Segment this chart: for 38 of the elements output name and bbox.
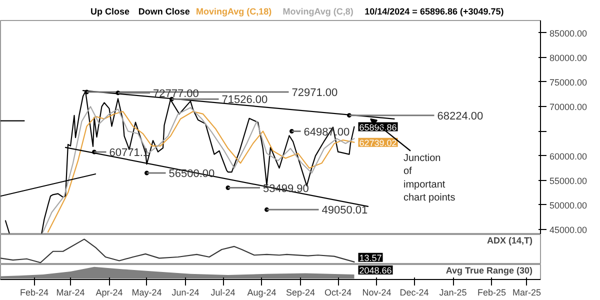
x-tick-label: Sep-24	[286, 288, 316, 298]
y-tick-label: 55000.00	[550, 176, 588, 186]
annotation: 68224.00	[437, 110, 484, 122]
annotation: 71526.00	[222, 94, 268, 106]
annotation: 13.57	[359, 252, 382, 263]
x-tick-label: Jan-25	[439, 288, 467, 298]
x-tick-label: Nov-24	[362, 288, 392, 298]
x-tick-label: Apr-24	[96, 288, 123, 298]
x-tick-label: Feb-24	[20, 288, 49, 298]
x-tick-label: Mar-25	[512, 288, 542, 298]
data-label: 62739.02	[359, 138, 397, 148]
x-tick-label: Jun-24	[172, 288, 200, 298]
y-tick-label: 85000.00	[550, 28, 588, 38]
annotation: 2048.66	[359, 265, 392, 276]
text: Up Close	[90, 6, 130, 16]
text: MovingAvg (C,8)	[282, 6, 354, 16]
x-tick-label: Mar-24	[56, 288, 85, 298]
x-tick-label: Dec-24	[400, 288, 429, 298]
y-tick-label: 45000.00	[550, 225, 588, 236]
annotation: 49050.01	[322, 204, 368, 217]
y-tick-label: 60000.00	[550, 151, 588, 162]
text: MovingAvg (C,18)	[196, 6, 272, 16]
data-label: 65896.86	[359, 122, 397, 132]
chart-title: Avg True Range (30)	[446, 266, 533, 276]
x-tick-label: Oct-24	[324, 288, 352, 298]
text: Down Close	[138, 6, 190, 16]
y-tick-label: 75000.00	[550, 77, 588, 88]
x-tick-label: Feb-25	[477, 288, 506, 298]
y-tick-label: 70000.00	[550, 102, 588, 112]
x-tick-label: Jul-24	[210, 288, 236, 298]
chart-title: ADX (14,T)	[486, 236, 533, 246]
chart-subtitle: 10/14/2024 = 65896.86 (+3049.75)	[364, 6, 504, 16]
y-tick-label: 50000.00	[550, 200, 588, 210]
annotation: 72971.00	[292, 86, 338, 99]
y-tick-label: 80000.00	[550, 52, 588, 63]
x-tick-label: May-24	[132, 288, 162, 298]
annotation: Junction of important chart points	[404, 152, 456, 204]
x-tick-label: Aug-24	[247, 288, 276, 298]
